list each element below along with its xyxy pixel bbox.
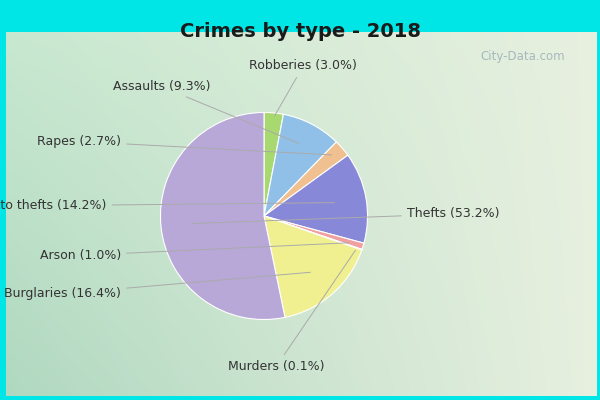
Text: City-Data.com: City-Data.com [480, 50, 565, 63]
Wedge shape [264, 114, 337, 216]
Text: Robberies (3.0%): Robberies (3.0%) [250, 59, 357, 116]
Text: Arson (1.0%): Arson (1.0%) [40, 243, 349, 262]
Text: Rapes (2.7%): Rapes (2.7%) [37, 135, 332, 155]
Wedge shape [264, 142, 348, 216]
Text: Crimes by type - 2018: Crimes by type - 2018 [179, 22, 421, 41]
Text: Assaults (9.3%): Assaults (9.3%) [113, 80, 299, 143]
Text: Murders (0.1%): Murders (0.1%) [228, 250, 355, 373]
Text: Thefts (53.2%): Thefts (53.2%) [193, 208, 499, 224]
Wedge shape [160, 112, 285, 320]
Text: Burglaries (16.4%): Burglaries (16.4%) [4, 272, 310, 300]
Text: Auto thefts (14.2%): Auto thefts (14.2%) [0, 199, 335, 212]
Wedge shape [264, 216, 362, 250]
Wedge shape [264, 216, 364, 250]
Wedge shape [264, 216, 362, 317]
Wedge shape [264, 112, 283, 216]
Wedge shape [264, 155, 368, 243]
